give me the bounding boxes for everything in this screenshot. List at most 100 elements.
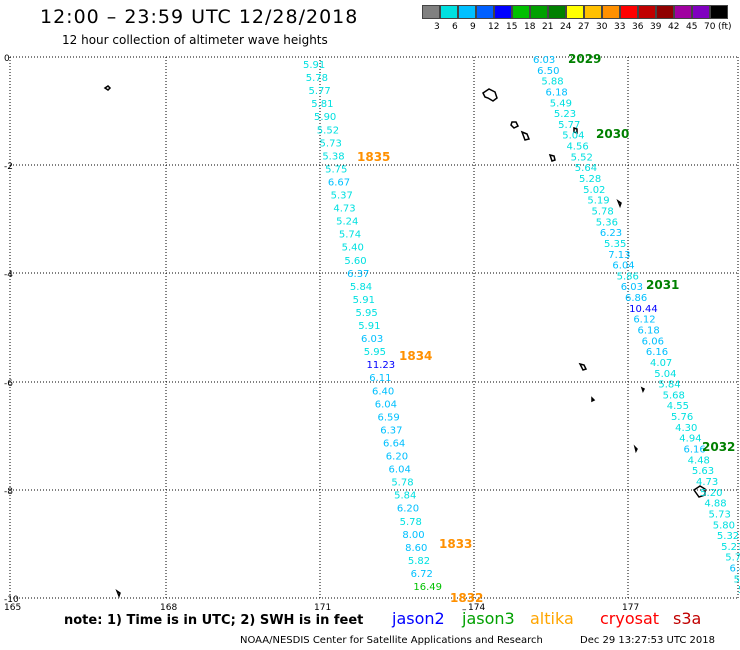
satellite-label-jason2: jason2: [392, 609, 445, 628]
swh-value: 5.80: [713, 520, 735, 531]
legend-label: 30: [596, 22, 608, 32]
swh-value: 5.36: [734, 574, 740, 585]
swh-value: 5.49: [550, 98, 572, 109]
swh-value: 5.26: [738, 585, 740, 596]
swh-value: 6.03: [361, 334, 383, 345]
swh-value: 5.04: [654, 369, 676, 380]
swh-value: 5.24: [336, 217, 358, 228]
swh-value: 6.12: [633, 315, 655, 326]
legend-label: 6: [452, 22, 458, 32]
legend-swatch: [548, 5, 566, 19]
swh-value: 5.68: [663, 390, 685, 401]
y-tick-label: -6: [4, 379, 13, 389]
swh-value: 6.86: [625, 293, 647, 304]
swh-value: 5.52: [317, 125, 339, 136]
swh-value: 8.60: [405, 543, 427, 554]
swh-value: 5.35: [604, 239, 626, 250]
swh-value: 5.90: [314, 112, 336, 123]
swh-value: 6.06: [642, 336, 664, 347]
swh-value: 6.20: [397, 504, 419, 515]
legend-label: 70: [704, 22, 716, 32]
swh-value: 5.88: [541, 77, 563, 88]
swh-value: 6.50: [537, 66, 559, 77]
legend-swatch: [638, 5, 656, 19]
swh-value: 5.37: [331, 191, 353, 202]
legend-swatch: [530, 5, 548, 19]
swh-value: 5.84: [350, 282, 372, 293]
swh-value: 5.91: [303, 60, 325, 71]
legend-label: 42: [668, 22, 680, 32]
x-tick-label: 165: [4, 603, 21, 613]
swh-value: 5.40: [342, 243, 364, 254]
island-outline: [482, 88, 498, 102]
swh-value: 5.86: [617, 271, 639, 282]
swh-value: 6.45: [729, 564, 740, 575]
legend-swatch: [422, 5, 440, 19]
pass-time-label: 1832: [450, 591, 483, 605]
island-outline: [578, 362, 588, 371]
island-outline: [520, 130, 531, 141]
footer-credit: NOAA/NESDIS Center for Satellite Applica…: [240, 635, 543, 646]
swh-value: 5.95: [355, 308, 377, 319]
legend-swatch: [512, 5, 530, 19]
swh-value: 5.84: [394, 491, 416, 502]
legend-label: 33: [614, 22, 626, 32]
swh-value: 4.88: [704, 499, 726, 510]
y-tick-label: -8: [4, 487, 13, 497]
pass-time-label: 1835: [357, 150, 390, 164]
swh-value: 6.40: [372, 386, 394, 397]
island-outline: [103, 85, 112, 91]
swh-value: 5.84: [658, 380, 680, 391]
swh-value: 11.23: [366, 360, 395, 371]
island-outline: [616, 199, 622, 209]
swh-value: 5.73: [320, 138, 342, 149]
swh-value: 6.16: [646, 347, 668, 358]
x-tick-label: 174: [468, 603, 485, 613]
pass-time-label: 1834: [399, 349, 432, 363]
swh-value: 6.37: [347, 269, 369, 280]
swh-value: 4.07: [650, 358, 672, 369]
island-outline: [692, 485, 706, 498]
swh-value: 5.32: [717, 531, 739, 542]
legend-label: (ft): [718, 22, 732, 32]
x-tick-label: 171: [314, 603, 331, 613]
satellite-label-cryosat: cryosat: [600, 609, 660, 628]
swh-value: 6.04: [389, 465, 411, 476]
swh-value: 5.75: [325, 164, 347, 175]
swh-value: 5.95: [364, 347, 386, 358]
island-outline: [573, 126, 578, 135]
legend-label: 36: [632, 22, 644, 32]
swh-value: 5.73: [709, 509, 731, 520]
swh-value: 5.21: [721, 542, 740, 553]
swh-value: 6.18: [638, 326, 660, 337]
legend-swatch: [674, 5, 692, 19]
legend-label: 45: [686, 22, 698, 32]
swh-value: 5.38: [322, 151, 344, 162]
legend-swatch: [440, 5, 458, 19]
swh-value: 5.02: [583, 185, 605, 196]
swh-value: 6.16: [683, 445, 705, 456]
swh-value: 5.77: [558, 120, 580, 131]
swh-value: 7.13: [608, 250, 630, 261]
swh-value: 5.28: [579, 174, 601, 185]
swh-value: 6.59: [378, 412, 400, 423]
units-note: note: 1) Time is in UTC; 2) SWH is in fe…: [64, 613, 364, 628]
swh-value: 6.04: [612, 261, 634, 272]
legend-swatch: [494, 5, 512, 19]
x-tick-label: –: [462, 605, 467, 615]
y-tick-label: -10: [4, 595, 19, 605]
y-tick-label: -4: [4, 270, 13, 280]
page-title: 12:00 – 23:59 UTC 12/28/2018: [40, 6, 359, 28]
swh-value: 5.04: [562, 131, 584, 142]
satellite-label-jason3: jason3: [462, 609, 515, 628]
swh-value: 5.63: [692, 466, 714, 477]
swh-value: 16.49: [413, 582, 442, 593]
swh-value: 6.20: [386, 452, 408, 463]
color-legend: [422, 5, 728, 19]
swh-value: 4.73: [333, 204, 355, 215]
island-outline: [548, 153, 556, 162]
legend-swatch: [656, 5, 674, 19]
legend-swatch: [602, 5, 620, 19]
page-subtitle: 12 hour collection of altimeter wave hei…: [62, 33, 328, 47]
swh-value: 4.73: [696, 477, 718, 488]
